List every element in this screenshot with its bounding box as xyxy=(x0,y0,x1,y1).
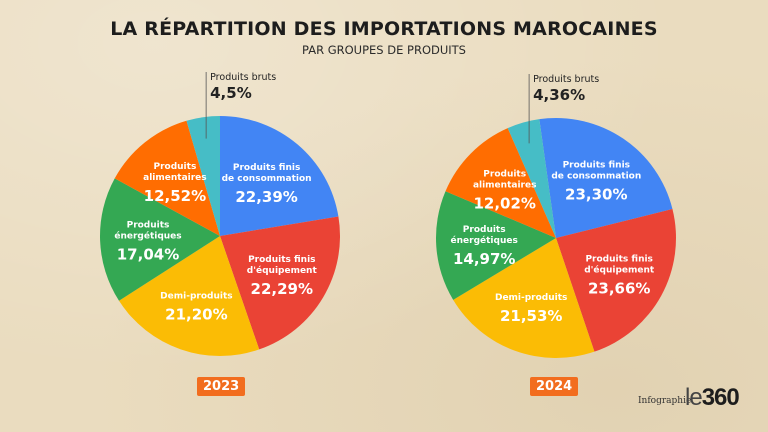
slice-label-name: Produits finis xyxy=(563,160,630,170)
le360-logo: le360 xyxy=(685,384,740,412)
slice-label-name: Produits xyxy=(483,169,526,179)
pie-slice-produits-finis-d-equipement xyxy=(220,216,341,350)
slice-label-name: Produits bruts xyxy=(533,74,599,85)
pie-slice-produits-finis-de-consommation xyxy=(220,116,339,236)
slice-label-value: 21,20% xyxy=(165,306,227,324)
pie-slice-demi-produits xyxy=(119,236,260,356)
slice-label-value: 23,66% xyxy=(588,280,650,298)
slice-label-name: Produits finis xyxy=(585,255,652,265)
slice-label-value: 22,29% xyxy=(251,280,313,298)
slice-label-name: Demi-produits xyxy=(495,293,567,303)
slice-label-value: 12,52% xyxy=(144,187,206,205)
slice-label-name: de consommation xyxy=(551,171,641,181)
pie-slice-demi-produits xyxy=(453,238,595,358)
chart-subtitle: PAR GROUPES DE PRODUITS xyxy=(302,43,466,57)
pie-slice-produits-finis-d-equipement xyxy=(556,209,676,352)
pie-slice-produits-energetiques xyxy=(99,178,220,301)
pie-slice-produits-bruts xyxy=(507,119,556,238)
slice-label-name: Produits finis xyxy=(248,255,315,265)
pie-2023 xyxy=(99,116,341,356)
pie-slice-produits-finis-de-consommation xyxy=(539,118,673,238)
chart-title: LA RÉPARTITION DES IMPORTATIONS MAROCAIN… xyxy=(110,18,658,40)
slice-label-name: Demi-produits xyxy=(160,292,232,302)
slice-label-value: 17,04% xyxy=(117,246,179,264)
slice-label-name: alimentaires xyxy=(473,180,537,190)
credit-text: Infographie xyxy=(638,396,692,406)
slice-label-name: Produits xyxy=(153,162,196,172)
slice-label-name: énergétiques xyxy=(114,231,181,242)
slice-label-value: 21,53% xyxy=(500,307,562,325)
slice-label-value: 23,30% xyxy=(565,185,627,203)
slice-label-name: alimentaires xyxy=(143,173,207,183)
slice-label-value: 4,36% xyxy=(533,86,585,104)
pie-slice-produits-energetiques xyxy=(435,191,556,300)
slice-label-name: de consommation xyxy=(222,174,312,184)
slice-label-value: 4,5% xyxy=(210,84,252,102)
slice-label-name: d'équipement xyxy=(584,265,655,276)
slice-label-value: 12,02% xyxy=(473,194,535,212)
logo-number: 360 xyxy=(701,384,740,411)
slice-label-name: Produits bruts xyxy=(210,72,276,83)
logo-prefix: le xyxy=(685,384,703,411)
pie-2024 xyxy=(435,118,676,358)
year-badge-2024: 2024 xyxy=(530,377,579,396)
slice-label-name: énergétiques xyxy=(451,235,518,246)
slice-label-name: d'équipement xyxy=(247,265,318,276)
slice-label-value: 22,39% xyxy=(235,188,297,206)
slice-label-value: 14,97% xyxy=(453,250,515,268)
slice-label-name: Produits xyxy=(463,225,506,235)
slice-label-name: Produits xyxy=(127,221,170,231)
pie-slice-produits-alimentaires xyxy=(445,128,556,238)
pie-slice-produits-alimentaires xyxy=(114,120,220,236)
pie-slice-produits-bruts xyxy=(186,116,220,236)
year-badge-2023: 2023 xyxy=(197,377,246,396)
slice-label-name: Produits finis xyxy=(233,163,300,173)
